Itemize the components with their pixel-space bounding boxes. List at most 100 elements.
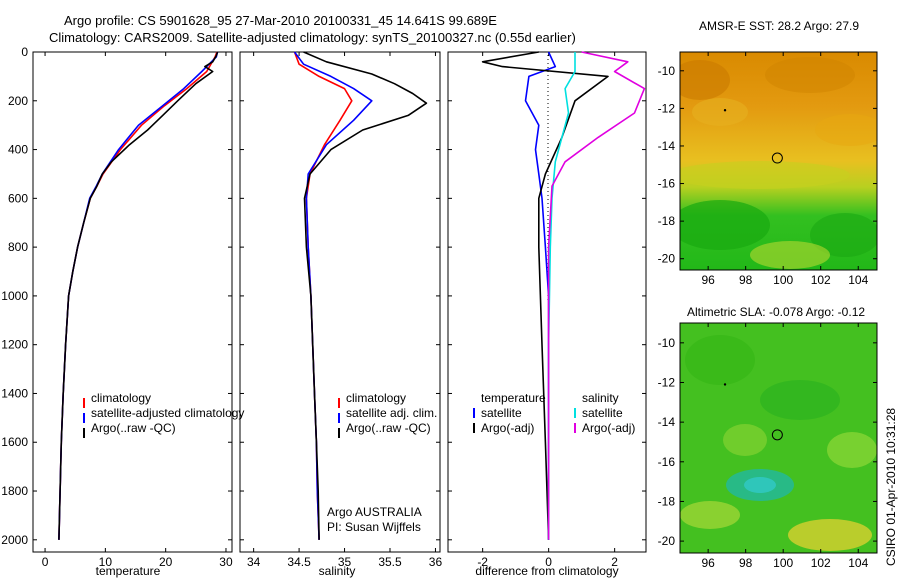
sla-map-title: Altimetric SLA: -0.078 Argo: -0.12 — [687, 305, 865, 319]
sst-warm-patch — [815, 114, 877, 146]
map-y-tick-label: -20 — [658, 534, 676, 548]
map-x-tick-label: 98 — [739, 556, 753, 570]
legend-label-climatology: climatology — [346, 391, 406, 405]
salinity-xlabel: salinity — [319, 564, 356, 578]
y-tick-label: 800 — [8, 240, 28, 254]
map-y-tick-label: -16 — [658, 177, 676, 191]
map-x-tick-label: 104 — [848, 556, 868, 570]
y-tick-label: 0 — [21, 45, 28, 59]
sst-mid-patch — [750, 241, 830, 269]
series-line-argo-raw-qc- — [303, 51, 428, 540]
sst-heatmap — [680, 52, 877, 270]
sst-map-panel: AMSR-E SST: 28.2 Argo: 27.9 96 98 100 102 10… — [658, 19, 878, 287]
temperature-axes-frame — [32, 51, 233, 553]
x-tick-label: 34 — [247, 555, 261, 569]
map-x-tick-label: 102 — [811, 556, 831, 570]
annotation-argo-australia: Argo AUSTRALIA — [327, 505, 422, 519]
y-tick-label: 600 — [8, 191, 28, 205]
legend-label-satellite: satellite adj. clim. — [346, 406, 437, 420]
y-tick-label: 1200 — [1, 338, 28, 352]
legend-heading-salinity: salinity — [582, 391, 619, 405]
difference-xlabel: difference from climatology — [475, 564, 618, 578]
salinity-legend: climatology satellite adj. clim. Argo(..… — [338, 391, 437, 438]
difference-panel: -2 0 2 difference from climatology tempera… — [447, 51, 647, 578]
sst-warm-patch — [692, 98, 748, 126]
sla-high-patch — [788, 519, 872, 551]
series-line-argo-raw-qc- — [58, 51, 219, 540]
salinity-axes-frame — [239, 51, 441, 553]
legend-heading-temperature: temperature — [481, 391, 546, 405]
temperature-xlabel: temperature — [96, 564, 161, 578]
sla-patch — [723, 424, 767, 456]
difference-axes-frame — [447, 51, 647, 553]
legend-label-argo: Argo(..raw -QC) — [91, 421, 176, 435]
legend-label-sal-argo: Argo(-adj) — [582, 421, 635, 435]
sst-map-title: AMSR-E SST: 28.2 Argo: 27.9 — [699, 19, 859, 33]
temperature-legend: climatology satellite-adjusted climatolo… — [83, 391, 244, 438]
map-y-tick-label: -14 — [658, 139, 676, 153]
map-y-tick-label: -12 — [658, 375, 676, 389]
map-x-tick-label: 104 — [848, 273, 868, 287]
y-tick-label: 1800 — [1, 484, 28, 498]
sla-map-frame — [679, 322, 878, 554]
sla-patch — [680, 501, 740, 529]
temperature-panel: 0 10 20 30 0 200 400 600 800 1000 1200 1400 1600 1800… — [1, 45, 244, 578]
salinity-ticks: 34 34.5 35 35.5 36 — [240, 51, 443, 569]
difference-legend: temperature satellite Argo(-adj) salinit… — [473, 391, 635, 435]
sla-patch — [685, 335, 755, 385]
map-x-tick-label: 98 — [739, 273, 753, 287]
y-tick-label: 200 — [8, 94, 28, 108]
annotation-pi: PI: Susan Wijffels — [327, 520, 421, 534]
x-tick-label: 0 — [42, 555, 49, 569]
difference-series — [481, 51, 646, 540]
y-tick-label: 2000 — [1, 533, 28, 547]
argo-position-marker — [771, 429, 783, 441]
legend-label-satellite: satellite-adjusted climatology — [91, 406, 244, 420]
x-tick-label: 0 — [545, 555, 552, 569]
series-line-salinity-argo-adj- — [547, 51, 646, 540]
map-y-tick-label: -20 — [658, 252, 676, 266]
series-line-temperature-argo-adj- — [481, 51, 609, 540]
x-tick-label: 34.5 — [287, 555, 311, 569]
sla-patch — [827, 432, 877, 468]
sst-map-frame — [679, 51, 878, 271]
y-tick-label: 400 — [8, 143, 28, 157]
legend-label-sal-satellite: satellite — [582, 406, 623, 420]
credit-timestamp: CSIRO 01-Apr-2010 10:31:28 — [884, 408, 898, 566]
series-line-salinity-satellite — [547, 52, 576, 540]
legend-label-argo: Argo(..raw -QC) — [346, 421, 431, 435]
x-tick-label: 36 — [429, 555, 443, 569]
map-y-tick-label: -12 — [658, 101, 676, 115]
figure-title-line1: Argo profile: CS 5901628_95 27-Mar-2010 … — [64, 13, 497, 28]
reference-dot — [723, 109, 727, 112]
map-x-tick-label: 102 — [811, 273, 831, 287]
map-x-tick-label: 96 — [701, 273, 715, 287]
x-tick-label: -2 — [477, 555, 488, 569]
reference-dot — [723, 383, 727, 386]
map-y-tick-label: -10 — [658, 336, 676, 350]
sla-low-core — [744, 477, 776, 493]
salinity-series — [293, 51, 428, 540]
map-x-tick-label: 100 — [773, 556, 793, 570]
map-y-tick-label: -14 — [658, 415, 676, 429]
sla-patch — [760, 380, 840, 420]
series-line-satellite-adj-clim- — [293, 51, 373, 540]
temperature-series — [58, 51, 219, 540]
legend-label-temp-argo: Argo(-adj) — [481, 421, 534, 435]
x-tick-label: 10 — [99, 555, 113, 569]
salinity-panel: 34 34.5 35 35.5 36 salinity climatology sate… — [239, 51, 443, 578]
sst-cool-patch — [680, 200, 770, 250]
y-tick-label: 1400 — [1, 386, 28, 400]
sla-map-panel: Altimetric SLA: -0.078 Argo: -0.12 96 98 1… — [658, 305, 878, 570]
map-y-tick-label: -16 — [658, 455, 676, 469]
map-y-tick-label: -18 — [658, 494, 676, 508]
difference-ticks: -2 0 2 — [448, 51, 646, 569]
legend-label-climatology: climatology — [91, 391, 151, 405]
sla-map-ticks: 96 98 100 102 104 -10 -12 -14 -16 -18 -20 — [658, 323, 877, 570]
x-tick-label: 35 — [338, 555, 352, 569]
sla-argo-marker — [723, 383, 783, 441]
sst-map-ticks: 96 98 100 102 104 -10 -12 -14 -16 -18 -20 — [658, 52, 877, 287]
map-x-tick-label: 96 — [701, 556, 715, 570]
map-y-tick-label: -10 — [658, 64, 676, 78]
